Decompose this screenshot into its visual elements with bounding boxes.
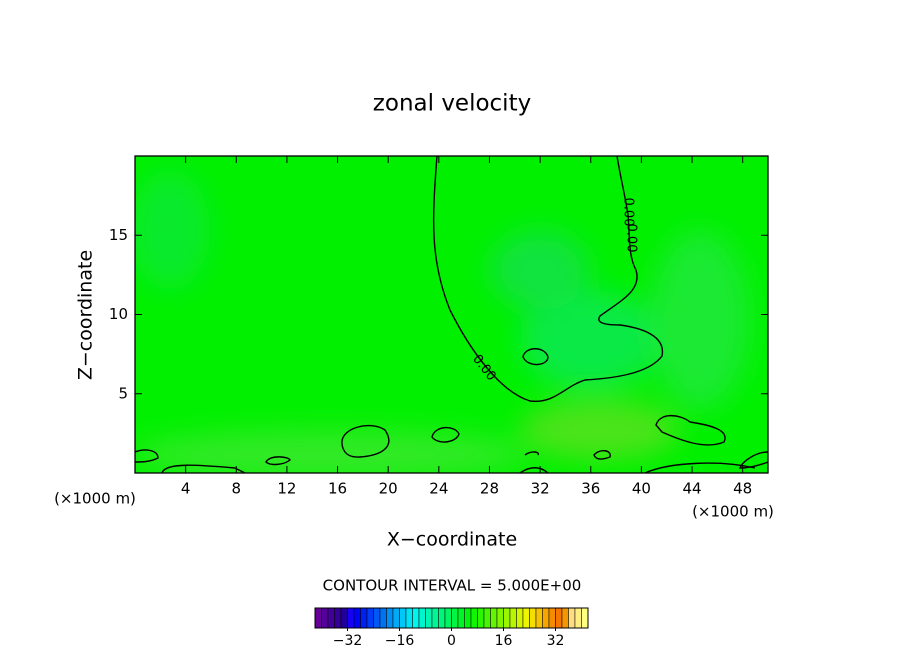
x-tick-label: 36 xyxy=(581,480,600,498)
colorbar-cell xyxy=(483,607,491,629)
x-tick-label: 4 xyxy=(181,480,191,498)
colorbar-cell xyxy=(360,607,368,629)
colorbar-cell xyxy=(438,607,446,629)
colorbar-cell xyxy=(464,607,472,629)
x-tick-label: 24 xyxy=(429,480,448,498)
x-axis-label: X−coordinate xyxy=(387,529,517,551)
colorbar-cell xyxy=(542,607,550,629)
colorbar-cell xyxy=(392,607,400,629)
contour-label: 0.00 xyxy=(624,224,639,253)
colorbar-cell xyxy=(340,607,348,629)
colorbar-cell xyxy=(386,607,394,629)
colorbar-cell xyxy=(581,607,589,629)
x-tick-label: 44 xyxy=(682,480,701,498)
colorbar-cell xyxy=(509,607,517,629)
colorbar-cell xyxy=(321,607,329,629)
colorbar-cell xyxy=(535,607,543,629)
x-tick-label: 8 xyxy=(232,480,242,498)
contour-label: 0.00 xyxy=(621,198,636,227)
colorbar-cell xyxy=(373,607,381,629)
contour-field xyxy=(135,156,768,473)
colorbar-cell xyxy=(412,607,420,629)
y-tick-label: 15 xyxy=(109,226,128,244)
colorbar-cell xyxy=(451,607,459,629)
colorbar-cell xyxy=(561,607,569,629)
x-tick-label: 32 xyxy=(531,480,550,498)
colorbar-cell xyxy=(334,607,342,629)
x-tick-label: 20 xyxy=(379,480,398,498)
colorbar-cell xyxy=(490,607,498,629)
colorbar-tick-label: 32 xyxy=(547,633,565,649)
colorbar-tick-label: −32 xyxy=(333,633,363,649)
colorbar-cell xyxy=(516,607,524,629)
y-axis-label: Z−coordinate xyxy=(75,250,97,380)
x-tick-label: 12 xyxy=(277,480,296,498)
colorbar-cell xyxy=(379,607,387,629)
x-tick-label: 40 xyxy=(632,480,651,498)
colorbar-cell xyxy=(574,607,582,629)
colorbar-cell xyxy=(366,607,374,629)
colorbar-cell xyxy=(470,607,478,629)
colorbar-cell xyxy=(548,607,556,629)
colorbar-cell xyxy=(457,607,465,629)
colorbar-cell xyxy=(425,607,433,629)
x-tick-label: 16 xyxy=(328,480,347,498)
colorbar-cell xyxy=(405,607,413,629)
colorbar-cell xyxy=(522,607,530,629)
colorbar-tick-label: 16 xyxy=(495,633,513,649)
colorbar-cell xyxy=(418,607,426,629)
colorbar: −32 −16 0 16 32 xyxy=(314,607,589,649)
chart-title: zonal velocity xyxy=(373,91,531,117)
colorbar-cell xyxy=(477,607,485,629)
colorbar-cell xyxy=(568,607,576,629)
colorbar-cell xyxy=(347,607,355,629)
colorbar-cell xyxy=(327,607,335,629)
x-tick-label: 48 xyxy=(733,480,752,498)
colorbar-cell xyxy=(431,607,439,629)
x-tick-label: 28 xyxy=(480,480,499,498)
colorbar-cell xyxy=(444,607,452,629)
colorbar-cell xyxy=(496,607,504,629)
colorbar-tick-label: 0 xyxy=(447,633,456,649)
colorbar-cell xyxy=(399,607,407,629)
colorbar-cell xyxy=(353,607,361,629)
colorbar-cell xyxy=(529,607,537,629)
colorbar-tick-label: −16 xyxy=(385,633,415,649)
x-unit: (×1000 m) xyxy=(54,490,136,508)
colorbar-cell xyxy=(555,607,563,629)
y-tick-label: 10 xyxy=(109,305,128,323)
x-unit: (×1000 m) xyxy=(692,503,774,521)
contour-interval: CONTOUR INTERVAL = 5.000E+00 xyxy=(323,577,582,595)
colorbar-cell xyxy=(314,607,322,629)
colorbar-cell xyxy=(503,607,511,629)
y-tick-label: 5 xyxy=(118,384,128,402)
